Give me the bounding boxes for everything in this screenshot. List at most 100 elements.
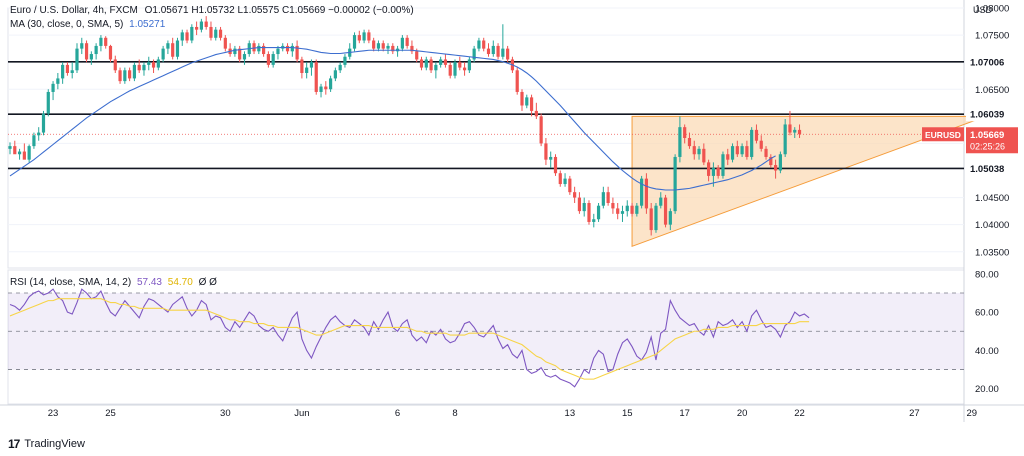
symbol-tag: EURUSD	[925, 130, 961, 140]
candle-body	[266, 54, 270, 65]
candle-body	[644, 178, 649, 209]
rsi-tick-label: 60.00	[975, 308, 999, 319]
candle-body	[501, 48, 505, 57]
candle-body	[51, 83, 55, 92]
candle-body	[587, 203, 591, 222]
candle-body	[525, 97, 529, 106]
price-tick-label: 1.04500	[975, 193, 1009, 204]
candle-body	[419, 59, 424, 68]
triangle-pattern	[631, 115, 987, 248]
candle-body	[17, 151, 22, 155]
horizontal-level-tag-bg	[966, 107, 1018, 122]
candle-body	[214, 29, 218, 38]
price-tick-label: 1.08000	[975, 4, 1009, 15]
candle-body	[735, 146, 739, 155]
candle-body	[778, 154, 782, 171]
candle-body	[472, 48, 476, 60]
candle-body	[424, 59, 428, 68]
candle-body	[592, 219, 596, 222]
time-tick-label: 29	[966, 408, 977, 419]
candle-body	[108, 45, 113, 60]
candle-body	[46, 91, 50, 114]
candle-body	[439, 59, 443, 65]
candle-body	[759, 140, 763, 149]
tradingview-logo-icon: 17	[8, 437, 20, 451]
candle-body	[166, 43, 170, 49]
rsi-extra: Ø Ø	[198, 277, 217, 288]
candle-body	[367, 32, 371, 41]
candle-body	[357, 35, 361, 41]
candle-body	[697, 148, 701, 155]
ohlc-readout: O1.05671 H1.05732 L1.05575 C1.05669 −0.0…	[144, 5, 414, 16]
candle-body	[797, 129, 802, 135]
candle-body	[333, 70, 337, 79]
candle-body	[328, 78, 333, 90]
candle-body	[56, 78, 60, 84]
candle-body	[482, 40, 486, 49]
candle-body	[573, 192, 577, 198]
candle-body	[65, 64, 70, 73]
candle-body	[596, 205, 601, 220]
candle-body	[659, 197, 663, 206]
candle-body	[171, 43, 175, 57]
candle-body	[683, 127, 687, 138]
candle-body	[94, 45, 98, 55]
candle-body	[156, 59, 160, 68]
candle-body	[620, 211, 625, 214]
candle-body	[89, 54, 93, 60]
candle-body	[496, 45, 500, 57]
candle-body	[151, 62, 156, 68]
candle-body	[319, 86, 323, 92]
candle-body	[529, 97, 534, 111]
candle-body	[199, 21, 203, 30]
candle-body	[750, 129, 754, 157]
candle-body	[563, 178, 567, 185]
candle-body	[448, 64, 452, 76]
candle-body	[314, 62, 318, 92]
candle-body	[491, 45, 495, 55]
time-tick-label: 27	[909, 408, 920, 419]
candle-body	[692, 146, 696, 155]
tradingview-logo[interactable]: 17 TradingView	[8, 437, 85, 451]
candle-body	[22, 151, 26, 160]
candle-body	[668, 211, 672, 225]
candle-body	[372, 40, 376, 49]
candle-body	[70, 70, 74, 73]
ma-legend: MA (30, close, 0, SMA, 5) 1.05271	[10, 19, 165, 30]
candle-body	[458, 62, 462, 68]
last-price-tag: 1.05669	[970, 130, 1004, 141]
candle-body	[793, 129, 797, 133]
candle-body	[558, 173, 562, 185]
candle-body	[520, 91, 524, 106]
candle-body	[726, 154, 730, 160]
candle-body	[386, 45, 390, 49]
time-tick-label: 23	[48, 408, 59, 419]
candle-body	[123, 70, 127, 82]
rsi-ma-value: 54.70	[167, 277, 193, 288]
candle-body	[204, 21, 208, 27]
candle-body	[429, 59, 433, 71]
candle-body	[506, 48, 510, 60]
currency-label: USD	[973, 5, 993, 15]
candle-body	[568, 178, 572, 193]
candle-body	[707, 162, 711, 176]
candle-body	[242, 54, 247, 60]
candle-body	[663, 197, 668, 225]
candle-body	[711, 167, 715, 176]
candle-body	[104, 37, 108, 46]
candle-body	[128, 70, 132, 79]
horizontal-level-tag: 1.06039	[970, 110, 1004, 121]
time-tick-label: 8	[452, 408, 457, 419]
candle-body	[754, 129, 759, 141]
candle-body	[616, 208, 620, 214]
candle-body	[410, 45, 414, 52]
candle-body	[252, 43, 256, 52]
candle-body	[630, 205, 634, 214]
rsi-value: 57.43	[136, 277, 162, 288]
candle-body	[721, 154, 725, 176]
candle-body	[577, 197, 582, 212]
candle-body	[601, 192, 605, 206]
candle-body	[185, 32, 189, 41]
candle-body	[400, 37, 404, 49]
